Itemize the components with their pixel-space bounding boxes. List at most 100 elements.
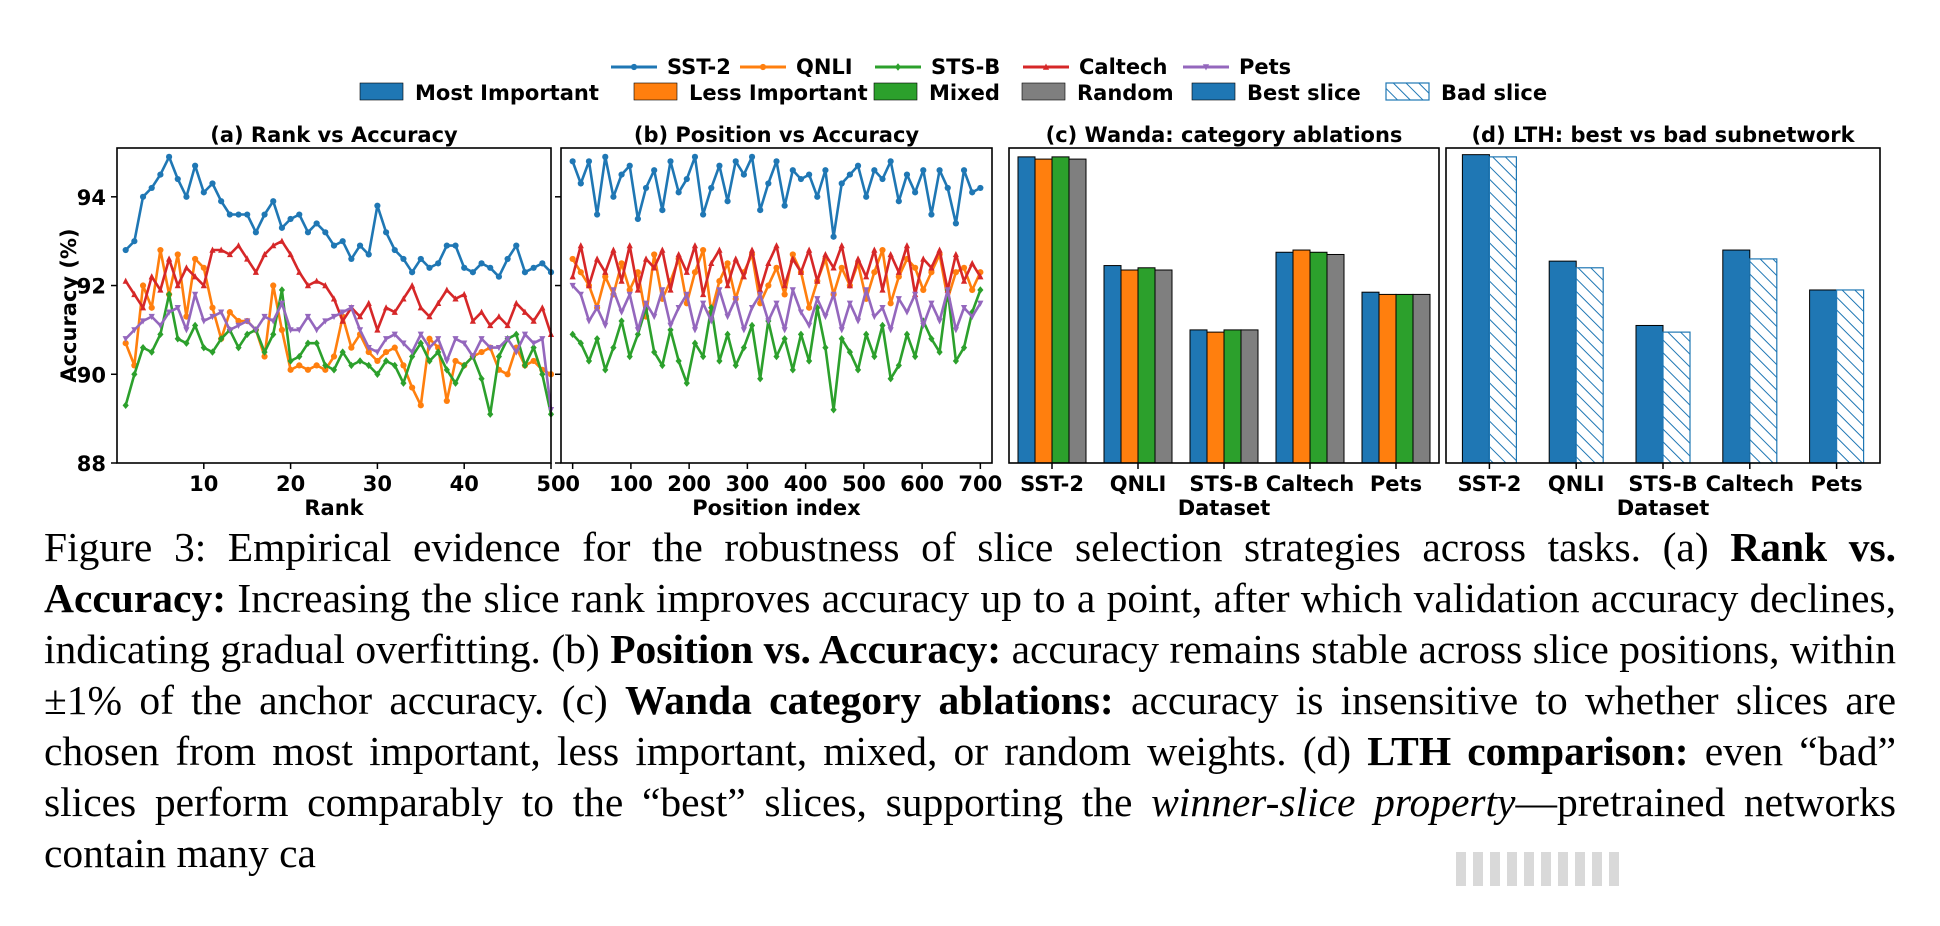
- data-point-sst-2: [594, 211, 601, 218]
- data-point-sst-2: [174, 175, 181, 183]
- legend-item-caltech: Caltech: [1023, 55, 1167, 79]
- data-point-qnli: [928, 269, 935, 276]
- data-point-sts-b: [773, 352, 780, 361]
- data-point-sts-b: [912, 352, 919, 361]
- data-point-pets: [969, 313, 976, 321]
- y-tick-label: 94: [77, 186, 106, 210]
- data-point-caltech: [667, 286, 674, 293]
- data-point-caltech: [192, 273, 199, 280]
- data-point-pets: [322, 318, 329, 325]
- data-point-pets: [452, 336, 459, 343]
- series-line-sts-b: [124, 288, 553, 416]
- data-point-sts-b: [667, 326, 674, 334]
- data-point-caltech: [765, 259, 772, 267]
- data-point-pets: [952, 327, 959, 334]
- data-point-qnli: [426, 335, 433, 342]
- data-point-pets: [765, 318, 772, 325]
- data-point-pets: [131, 327, 138, 334]
- data-point-pets: [495, 344, 503, 352]
- data-point-sst-2: [530, 264, 537, 271]
- data-point-pets: [846, 300, 853, 307]
- data-point-sts-b: [218, 335, 225, 343]
- bar-bad-slice-sst-2: [1488, 156, 1518, 464]
- data-point-sst-2: [732, 158, 739, 165]
- data-point-sts-b: [209, 348, 216, 356]
- data-point-sst-2: [296, 211, 303, 218]
- data-point-sts-b: [452, 379, 459, 387]
- data-point-qnli: [148, 304, 155, 311]
- data-point-pets: [724, 313, 731, 321]
- data-point-caltech: [675, 250, 682, 258]
- data-point-sst-2: [610, 193, 617, 200]
- data-point-pets: [928, 300, 935, 307]
- data-point-sst-2: [789, 167, 796, 174]
- y-tick-label: 90: [77, 363, 106, 387]
- data-point-sst-2: [724, 198, 731, 205]
- data-point-caltech: [814, 277, 821, 284]
- data-point-pets: [659, 287, 666, 294]
- data-point-sst-2: [374, 202, 381, 209]
- bar-mixed-caltech: [1309, 251, 1328, 464]
- data-point-caltech: [409, 282, 416, 289]
- data-point-caltech: [513, 299, 520, 306]
- data-point-caltech: [569, 273, 576, 280]
- data-point-sst-2: [539, 260, 546, 267]
- data-point-caltech: [530, 317, 537, 324]
- data-point-sst-2: [814, 193, 821, 200]
- data-point-caltech: [165, 255, 173, 262]
- data-point-qnli: [313, 362, 320, 369]
- data-point-caltech: [218, 246, 225, 253]
- data-point-sts-b: [854, 366, 862, 374]
- data-point-sts-b: [530, 343, 537, 352]
- data-point-sst-2: [192, 162, 199, 169]
- panel-title: (b) Position vs Accuracy: [634, 123, 920, 147]
- data-point-sts-b: [895, 361, 902, 370]
- data-point-caltech: [539, 304, 546, 311]
- data-point-caltech: [634, 286, 641, 293]
- data-point-caltech: [887, 250, 894, 258]
- legend-item-most-important: Most Important: [359, 81, 599, 105]
- data-point-caltech: [296, 268, 303, 275]
- bar-most-important-pets: [1361, 291, 1380, 464]
- data-point-sst-2: [781, 202, 788, 209]
- data-point-caltech: [330, 295, 338, 302]
- data-point-caltech: [740, 273, 747, 280]
- data-point-caltech: [838, 242, 845, 249]
- legend-label-best-slice: Best slice: [1247, 81, 1361, 105]
- data-point-caltech: [209, 246, 216, 253]
- data-point-caltech: [691, 242, 699, 249]
- data-point-pets: [936, 318, 943, 325]
- data-point-caltech: [920, 255, 927, 262]
- bar-random-qnli: [1154, 269, 1173, 464]
- data-point-caltech: [618, 277, 625, 284]
- data-point-sts-b: [244, 330, 251, 339]
- data-point-caltech: [952, 250, 959, 258]
- data-point-pets: [435, 336, 442, 343]
- data-point-qnli: [569, 255, 576, 263]
- data-point-sst-2: [944, 184, 951, 192]
- data-point-pets: [748, 305, 756, 312]
- data-point-sst-2: [157, 171, 164, 178]
- x-tick-label: 40: [450, 472, 479, 496]
- data-point-qnli: [765, 282, 772, 289]
- data-point-pets: [521, 331, 529, 338]
- data-point-sts-b: [740, 343, 747, 352]
- x-tick-label: Pets: [1370, 472, 1422, 496]
- data-point-pets: [814, 296, 821, 303]
- legend-item-sts-b: STS-B: [875, 55, 1000, 79]
- data-point-sst-2: [400, 255, 407, 263]
- data-point-sst-2: [618, 171, 625, 178]
- data-point-caltech: [252, 268, 259, 275]
- bar-mixed-sst-2: [1051, 156, 1070, 464]
- data-point-sst-2: [765, 180, 772, 187]
- data-point-sts-b: [192, 321, 199, 330]
- figure-caption: Figure 3: Empirical evidence for the rob…: [44, 522, 1896, 879]
- data-point-qnli: [157, 246, 164, 254]
- data-point-caltech: [708, 259, 715, 267]
- x-tick-label: 20: [276, 472, 305, 496]
- data-point-sts-b: [822, 343, 829, 352]
- data-point-sts-b: [400, 379, 407, 387]
- data-point-qnli: [304, 366, 312, 373]
- legend-label-sst-2: SST-2: [667, 55, 731, 79]
- data-point-pets: [304, 313, 312, 321]
